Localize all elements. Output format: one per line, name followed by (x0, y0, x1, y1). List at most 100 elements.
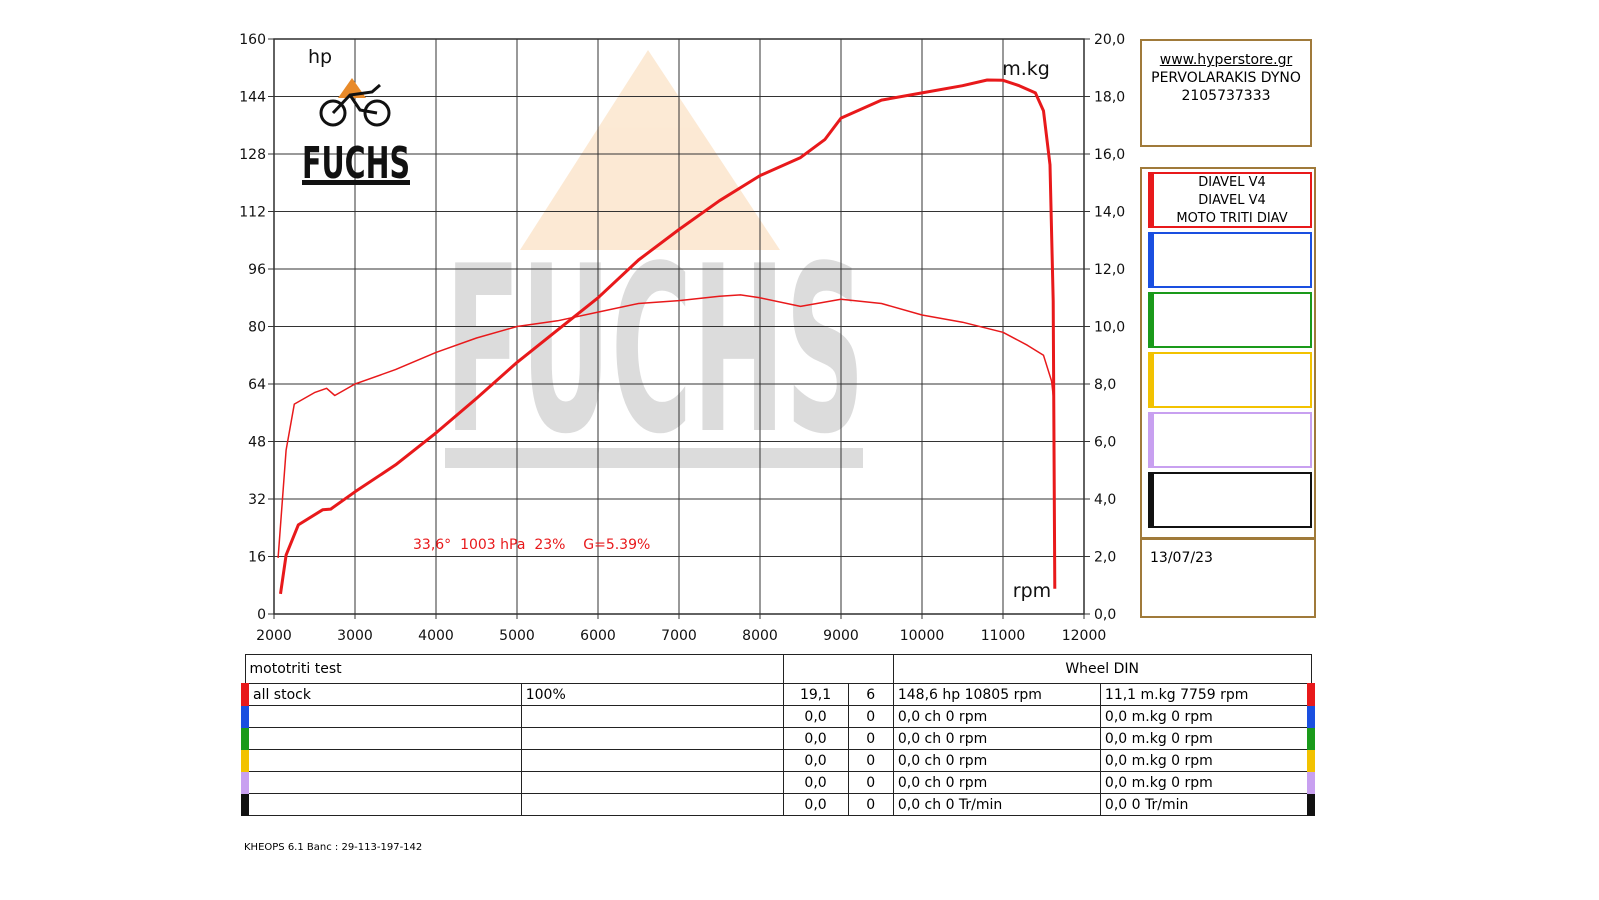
max-power: 0,0 ch 0 rpm (892, 771, 1101, 794)
y2-tick-label: 20,0 (1094, 32, 1125, 48)
y2-tick-label: 2,0 (1094, 550, 1116, 566)
x-tick-label: 11000 (981, 628, 1026, 644)
y-tick-label: 16 (248, 550, 266, 566)
test-title: mototriti test (244, 654, 784, 684)
run-percent (520, 793, 784, 816)
legend-label: MOTO TRITI DIAV (1176, 211, 1288, 226)
table-row: 0,0 0 0,0 ch 0 rpm 0,0 m.kg 0 rpm (240, 771, 1315, 794)
y2-tick-label: 10,0 (1094, 320, 1125, 336)
y2-tick-label: 0,0 (1094, 607, 1116, 623)
max-torque: 0,0 m.kg 0 rpm (1099, 727, 1315, 750)
results-table: mototriti test Wheel DIN all stock 100% 19… (240, 654, 1315, 816)
y2-tick-label: 6,0 (1094, 435, 1116, 451)
y-tick-label: 160 (239, 32, 266, 48)
max-torque: 0,0 m.kg 0 rpm (1099, 749, 1315, 772)
run-value-b: 0 (847, 793, 894, 816)
legend-label: DIAVEL V4 (1198, 193, 1266, 208)
table-row: 0,0 0 0,0 ch 0 rpm 0,0 m.kg 0 rpm (240, 727, 1315, 750)
table-row: 0,0 0 0,0 ch 0 Tr/min 0,0 0 Tr/min (240, 793, 1315, 816)
run-value-a: 0,0 (782, 771, 849, 794)
max-power: 148,6 hp 10805 rpm (892, 683, 1101, 706)
x-tick-label: 3000 (337, 628, 373, 644)
max-torque: 0,0 m.kg 0 rpm (1099, 705, 1315, 728)
run-name (240, 705, 522, 728)
run-percent: 100% (520, 683, 784, 706)
max-power: 0,0 ch 0 rpm (892, 727, 1101, 750)
y2-tick-label: 12,0 (1094, 262, 1125, 278)
legend-label: DIAVEL V4 (1198, 175, 1266, 190)
y2-tick-label: 18,0 (1094, 90, 1125, 106)
y2-axis-label: m.kg (1002, 58, 1050, 80)
table-row: 0,0 0 0,0 ch 0 rpm 0,0 m.kg 0 rpm (240, 705, 1315, 728)
x-tick-label: 7000 (661, 628, 697, 644)
table-row: 0,0 0 0,0 ch 0 rpm 0,0 m.kg 0 rpm (240, 749, 1315, 772)
max-power: 0,0 ch 0 rpm (892, 749, 1101, 772)
y-tick-label: 48 (248, 435, 266, 451)
run-value-a: 0,0 (782, 749, 849, 772)
run-value-a: 0,0 (782, 705, 849, 728)
run-value-a: 19,1 (782, 683, 849, 706)
date-box: 13/07/23 (1140, 538, 1316, 618)
power-curve (279, 78, 1057, 595)
y-tick-label: 64 (248, 377, 266, 393)
legend-entry (1148, 472, 1312, 528)
x-tick-label: 8000 (742, 628, 778, 644)
run-name (240, 771, 522, 794)
x-tick-label: 5000 (499, 628, 535, 644)
y-tick-label: 144 (239, 90, 266, 106)
x-tick-label: 9000 (823, 628, 859, 644)
run-percent (520, 749, 784, 772)
run-percent (520, 771, 784, 794)
run-value-b: 6 (847, 683, 894, 706)
x-tick-label: 4000 (418, 628, 454, 644)
max-power: 0,0 ch 0 rpm (892, 705, 1101, 728)
x-tick-label: 12000 (1062, 628, 1107, 644)
run-value-a: 0,0 (782, 727, 849, 750)
y-axis-label: hp (308, 46, 332, 68)
dyno-name: PERVOLARAKIS DYNO (1151, 70, 1301, 86)
run-percent (520, 727, 784, 750)
run-name: all stock (240, 683, 522, 706)
y-tick-label: 96 (248, 262, 266, 278)
test-date: 13/07/23 (1150, 550, 1213, 566)
fuchs-watermark: FUCHS (445, 50, 865, 485)
y-tick-label: 32 (248, 492, 266, 508)
max-torque: 0,0 0 Tr/min (1099, 793, 1315, 816)
run-value-b: 0 (847, 749, 894, 772)
y2-tick-label: 14,0 (1094, 205, 1125, 221)
table-row: all stock 100% 19,1 6 148,6 hp 10805 rpm 11,1… (240, 683, 1315, 706)
y2-tick-label: 4,0 (1094, 492, 1116, 508)
y-tick-label: 112 (239, 205, 266, 221)
dyno-info-box: www.hyperstore.gr PERVOLARAKIS DYNO 2105… (1140, 39, 1312, 147)
max-torque: 0,0 m.kg 0 rpm (1099, 771, 1315, 794)
max-power: 0,0 ch 0 Tr/min (892, 793, 1101, 816)
legend-entry (1148, 412, 1312, 468)
dyno-phone: 2105737333 (1181, 88, 1271, 104)
legend-entry (1148, 232, 1312, 288)
conditions-annotation: 33,6° 1003 hPa 23% G=5.39% (413, 537, 650, 553)
legend-entry (1148, 292, 1312, 348)
legend-entry (1148, 352, 1312, 408)
x-tick-label: 10000 (900, 628, 945, 644)
legend-entry: DIAVEL V4 DIAVEL V4 MOTO TRITI DIAV (1148, 172, 1312, 228)
run-name (240, 793, 522, 816)
run-value-b: 0 (847, 771, 894, 794)
run-value-a: 0,0 (782, 793, 849, 816)
y-tick-label: 128 (239, 147, 266, 163)
website-link[interactable]: www.hyperstore.gr (1159, 52, 1293, 68)
torque-curve (277, 294, 1054, 558)
x-tick-label: 2000 (256, 628, 292, 644)
run-name (240, 727, 522, 750)
svg-text:FUCHS: FUCHS (445, 218, 865, 485)
max-torque: 11,1 m.kg 7759 rpm (1099, 683, 1315, 706)
y2-tick-label: 8,0 (1094, 377, 1116, 393)
x-axis-label: rpm (1013, 580, 1051, 602)
x-tick-label: 6000 (580, 628, 616, 644)
y-tick-label: 80 (248, 320, 266, 336)
run-name (240, 749, 522, 772)
y-tick-label: 0 (257, 607, 266, 623)
run-value-b: 0 (847, 727, 894, 750)
footer-software: KHEOPS 6.1 Banc : 29-113-197-142 (244, 842, 423, 853)
fuchs-logo: FUCHS (302, 78, 410, 189)
